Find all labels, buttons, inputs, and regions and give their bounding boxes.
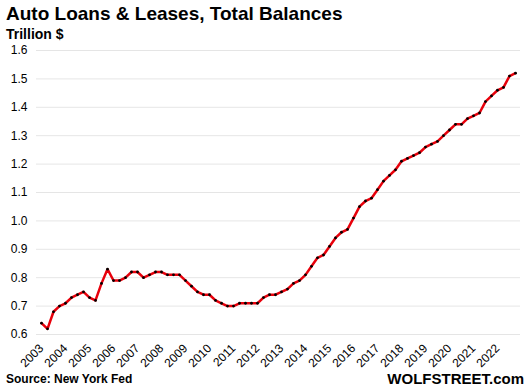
svg-text:2008: 2008 bbox=[138, 341, 167, 370]
svg-text:0.8: 0.8 bbox=[11, 271, 28, 285]
svg-text:2012: 2012 bbox=[234, 341, 263, 370]
svg-text:2003: 2003 bbox=[18, 341, 47, 370]
svg-text:2021: 2021 bbox=[450, 341, 479, 370]
svg-text:2004: 2004 bbox=[42, 341, 71, 370]
svg-text:2009: 2009 bbox=[162, 341, 191, 370]
svg-text:2013: 2013 bbox=[258, 341, 287, 370]
svg-text:2007: 2007 bbox=[114, 341, 143, 370]
svg-text:2020: 2020 bbox=[426, 341, 455, 370]
svg-text:2005: 2005 bbox=[66, 341, 95, 370]
html-text:Trillion $: Trillion $ bbox=[6, 26, 64, 42]
svg-text:2017: 2017 bbox=[354, 341, 383, 370]
svg-text:1.1: 1.1 bbox=[11, 185, 28, 199]
svg-text:2014: 2014 bbox=[282, 341, 311, 370]
svg-text:2010: 2010 bbox=[186, 341, 215, 370]
svg-text:1.3: 1.3 bbox=[11, 129, 28, 143]
svg-text:0.7: 0.7 bbox=[11, 299, 28, 313]
html-text:WOLFSTREET.com: WOLFSTREET.com bbox=[387, 370, 524, 387]
svg-text:1.5: 1.5 bbox=[11, 72, 28, 86]
svg-text:1.0: 1.0 bbox=[11, 214, 28, 228]
svg-text:2015: 2015 bbox=[306, 341, 335, 370]
html-text:Auto Loans & Leases, Total Bal: Auto Loans & Leases, Total Balances bbox=[6, 3, 343, 24]
svg-text:0.9: 0.9 bbox=[11, 242, 28, 256]
svg-text:2011: 2011 bbox=[210, 341, 238, 369]
svg-text:0.6: 0.6 bbox=[11, 327, 28, 341]
svg-text:1.4: 1.4 bbox=[11, 100, 28, 114]
svg-text:2022: 2022 bbox=[474, 341, 503, 370]
html-text:Source: New York Fed: Source: New York Fed bbox=[6, 372, 133, 386]
svg-text:2018: 2018 bbox=[378, 341, 407, 370]
svg-text:1.6: 1.6 bbox=[11, 43, 28, 57]
svg-text:1.2: 1.2 bbox=[11, 157, 28, 171]
svg-text:2006: 2006 bbox=[90, 341, 119, 370]
svg-text:2016: 2016 bbox=[330, 341, 359, 370]
svg-text:2019: 2019 bbox=[402, 341, 431, 370]
